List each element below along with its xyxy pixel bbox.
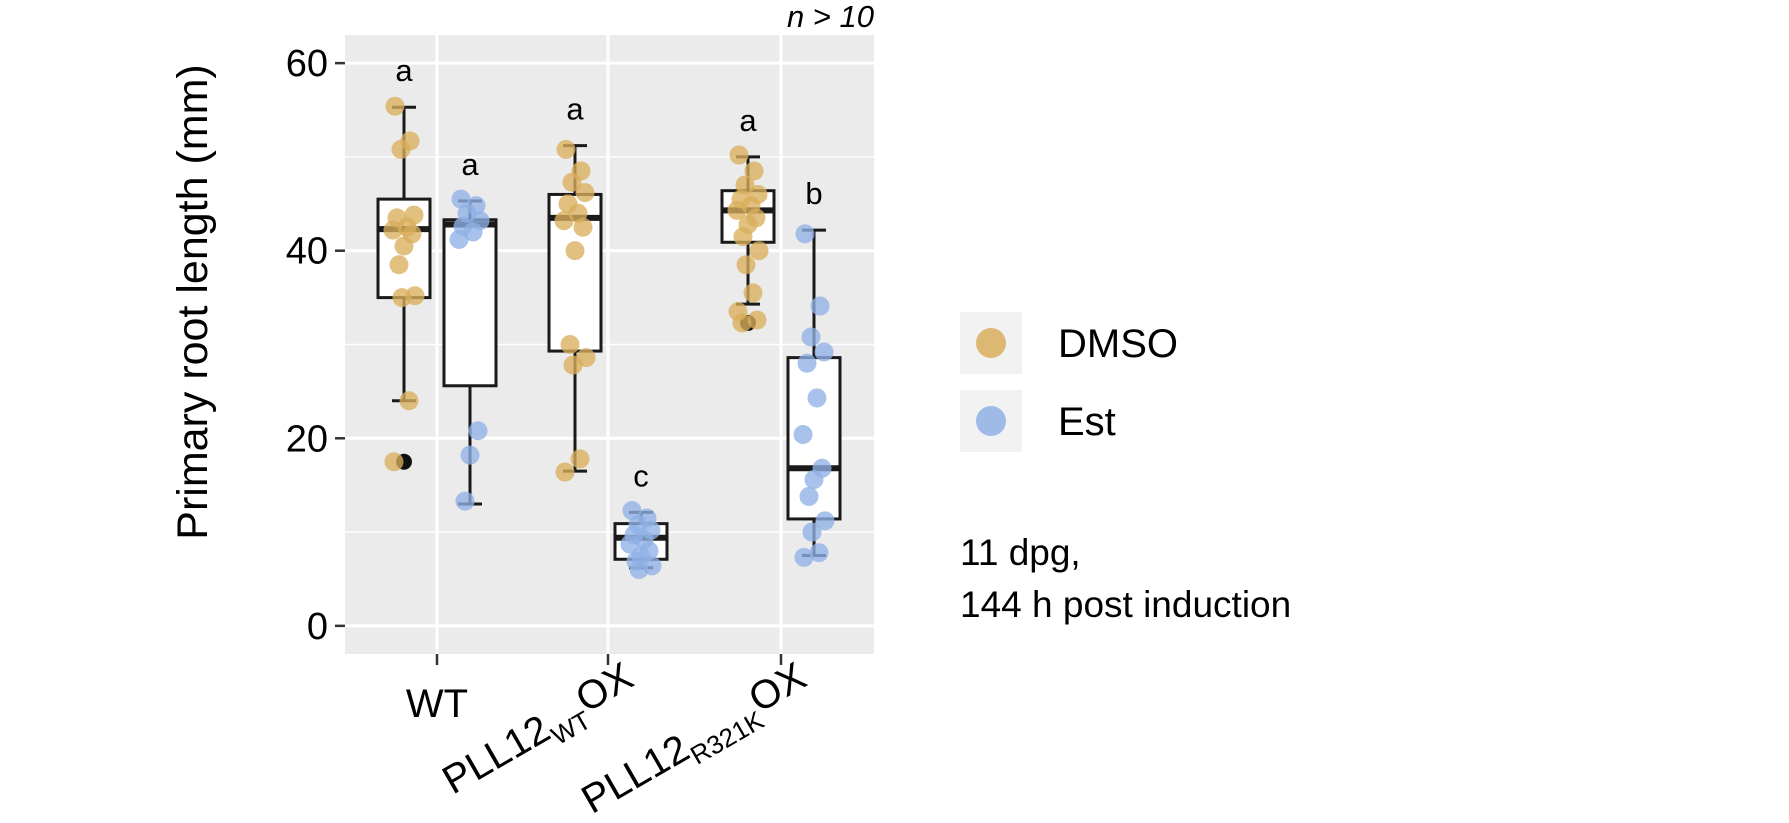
data-point-dmso [394,236,414,256]
data-point-est [468,421,488,441]
y-axis-title: Primary root length (mm) [169,64,217,539]
data-point-dmso [747,310,767,330]
data-point-dmso [729,145,749,165]
data-point-dmso [565,241,585,261]
data-point-dmso [744,161,764,181]
data-point-est [455,491,475,511]
data-point-est [815,511,835,531]
y-tick-label: 60 [286,43,328,85]
data-point-dmso [385,96,405,116]
significance-letter: a [461,147,479,182]
significance-letter: a [566,92,584,127]
data-point-est [797,353,817,373]
data-point-dmso [392,288,412,308]
sample-size-annotation: n > 10 [787,0,874,34]
data-point-dmso [732,313,752,333]
data-point-est [809,543,829,563]
data-point-dmso [736,255,756,275]
data-point-est [463,222,483,242]
data-point-dmso [554,211,574,231]
data-point-dmso [743,283,763,303]
legend-label-est: Est [1058,400,1116,444]
data-point-dmso [556,139,576,159]
data-point-dmso [573,217,593,237]
data-point-dmso [575,183,595,203]
data-point-dmso [399,391,419,411]
data-point-est [620,534,640,554]
data-point-dmso [560,335,580,354]
y-tick-label: 40 [286,231,328,273]
data-point-dmso [749,241,769,261]
data-point-dmso [563,355,583,375]
legend: DMSO Est [960,312,1178,452]
significance-letter: a [739,103,757,138]
box-est [442,218,498,388]
legend-label-dmso: DMSO [1058,322,1178,366]
data-point-est [801,327,821,347]
data-point-est [814,342,834,362]
data-point-dmso [555,462,575,482]
data-point-dmso [570,449,590,469]
legend-marker-dmso [976,328,1006,358]
x-tick-label: WT [406,682,468,726]
significance-letter: c [633,458,649,493]
data-point-est [794,547,814,567]
data-point-dmso [383,220,403,240]
data-point-est [810,296,830,316]
data-point-est [460,445,480,465]
y-tick-label: 20 [286,418,328,460]
data-point-dmso [562,172,582,192]
condition-note-line-2: 144 h post induction [960,584,1291,625]
data-point-est [807,388,827,408]
y-tick-label: 0 [307,606,328,648]
data-point-est [449,229,469,249]
data-point-est [799,486,819,506]
significance-letter: a [395,53,413,88]
data-point-dmso [389,255,409,275]
data-point-dmso [391,139,411,159]
data-point-dmso [733,227,753,247]
data-point-est [804,470,824,490]
data-point-est [629,560,649,580]
data-point-est [793,425,813,445]
condition-note-line-1: 11 dpg, [960,532,1081,573]
data-point-dmso [727,200,747,220]
significance-letter: b [805,176,822,211]
data-point-est [795,224,815,244]
data-point-dmso [384,452,404,472]
legend-marker-est [976,406,1006,436]
data-point-est [802,522,822,542]
